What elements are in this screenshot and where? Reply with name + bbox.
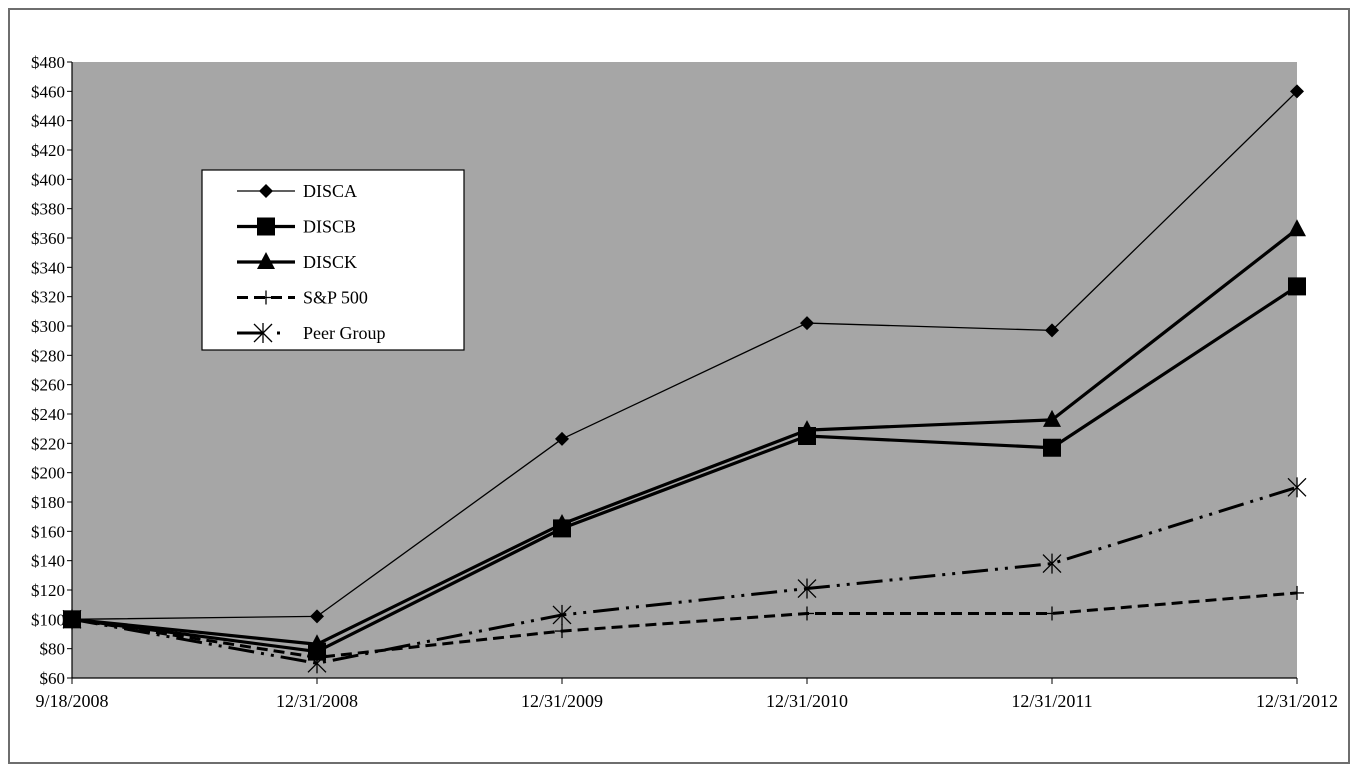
x-tick-label: 12/31/2012 — [1256, 691, 1338, 711]
legend: DISCA DISCB DISCK S&P 500 Peer Group — [201, 169, 465, 351]
y-tick-label: $160 — [31, 522, 65, 541]
y-tick-label: $460 — [31, 82, 65, 101]
x-tick-label: 9/18/2008 — [35, 691, 108, 711]
data-point-s-p-500 — [555, 624, 569, 639]
data-point-s-p-500 — [1290, 585, 1304, 600]
legend-label: S&P 500 — [303, 288, 368, 308]
plot-area — [72, 62, 1297, 678]
series-line-disck — [71, 227, 1298, 646]
legend-item-disca: DISCA — [237, 181, 357, 201]
legend-box — [201, 169, 465, 351]
legend-swatch-marker — [257, 252, 275, 269]
y-tick-label: $200 — [31, 464, 65, 483]
triangle-marker — [257, 252, 275, 269]
data-point-discb — [1043, 438, 1061, 457]
diamond-marker — [259, 184, 273, 198]
data-point-discb — [1288, 277, 1306, 296]
triangle-marker — [553, 514, 571, 531]
x-tick-label: 12/31/2009 — [521, 691, 603, 711]
y-tick-label: $280 — [31, 346, 65, 365]
y-tick-label: $180 — [31, 493, 65, 512]
y-tick-label: $60 — [40, 669, 66, 688]
y-tick-label: $340 — [31, 258, 65, 277]
data-point-disck — [308, 634, 326, 652]
data-point-s-p-500 — [800, 606, 814, 621]
data-point-disck — [1288, 219, 1306, 237]
y-tick-label: $240 — [31, 405, 65, 424]
legend-item-peer-group: Peer Group — [237, 323, 385, 343]
y-tick-label: $300 — [31, 317, 65, 336]
diamond-marker — [555, 431, 569, 446]
x-tick-label: 12/31/2011 — [1011, 691, 1092, 711]
data-point-peer-group — [1042, 553, 1062, 574]
series-disca — [65, 84, 1304, 627]
y-axis: $60 $80 $100 $120 $140 $160 $180 $200 $220 $240 $2… — [31, 53, 73, 688]
performance-line-chart: $60 $80 $100 $120 $140 $160 $180 $200 $220 $240 $2… — [31, 53, 1338, 711]
legend-label: DISCK — [303, 252, 357, 272]
x-tick-label: 12/31/2008 — [276, 691, 358, 711]
series-line-s-p-500 — [71, 591, 1298, 659]
square-marker — [1288, 277, 1306, 296]
series-layer — [62, 84, 1307, 674]
y-tick-label: $120 — [31, 581, 65, 600]
data-point-disca — [65, 612, 79, 627]
chart-frame: $60 $80 $100 $120 $140 $160 $180 $200 $220 $240 $2… — [8, 8, 1350, 764]
diamond-marker — [310, 609, 324, 624]
legend-swatch-marker — [257, 217, 275, 236]
y-tick-label: $360 — [31, 229, 65, 248]
diamond-marker — [65, 612, 79, 627]
diamond-marker — [1045, 323, 1059, 338]
x-axis: 9/18/2008 12/31/2008 12/31/2009 12/31/2010 1… — [35, 677, 1338, 711]
legend-swatch-marker — [259, 184, 273, 198]
y-tick-label: $400 — [31, 170, 65, 189]
diamond-marker — [1290, 84, 1304, 99]
series-line-discb — [71, 285, 1298, 654]
legend-swatch-marker — [259, 290, 273, 305]
y-tick-label: $80 — [40, 640, 66, 659]
data-point-disck — [798, 420, 816, 438]
square-marker — [257, 217, 275, 236]
legend-item-discb: DISCB — [237, 217, 356, 237]
data-point-disca — [1045, 323, 1059, 338]
data-point-peer-group — [552, 604, 572, 625]
y-tick-label: $260 — [31, 376, 65, 395]
triangle-marker — [1043, 409, 1061, 427]
y-tick-label: $480 — [31, 53, 65, 72]
legend-item-s-p-500: S&P 500 — [237, 288, 368, 308]
data-point-disca — [555, 431, 569, 446]
legend-item-disck: DISCK — [237, 252, 357, 272]
x-tick-label: 12/31/2010 — [766, 691, 848, 711]
diamond-marker — [800, 316, 814, 331]
data-point-disca — [310, 609, 324, 624]
data-point-disck — [553, 514, 571, 531]
triangle-marker — [308, 634, 326, 652]
y-tick-label: $220 — [31, 434, 65, 453]
triangle-marker — [798, 420, 816, 438]
legend-label: DISCB — [303, 217, 356, 237]
series-line-disca — [71, 90, 1298, 620]
data-point-disck — [1043, 409, 1061, 427]
y-tick-label: $320 — [31, 288, 65, 307]
y-tick-label: $140 — [31, 552, 65, 571]
data-point-disca — [800, 316, 814, 331]
triangle-marker — [1288, 219, 1306, 237]
y-tick-label: $440 — [31, 112, 65, 131]
y-tick-label: $420 — [31, 141, 65, 160]
square-marker — [1043, 438, 1061, 457]
legend-label: Peer Group — [303, 323, 385, 343]
data-point-disca — [1290, 84, 1304, 99]
legend-swatch-marker — [253, 323, 273, 343]
y-tick-label: $100 — [31, 610, 65, 629]
legend-label: DISCA — [303, 181, 357, 201]
data-point-peer-group — [1287, 477, 1307, 498]
data-point-peer-group — [797, 578, 817, 599]
y-tick-label: $380 — [31, 200, 65, 219]
data-point-s-p-500 — [1045, 606, 1059, 621]
